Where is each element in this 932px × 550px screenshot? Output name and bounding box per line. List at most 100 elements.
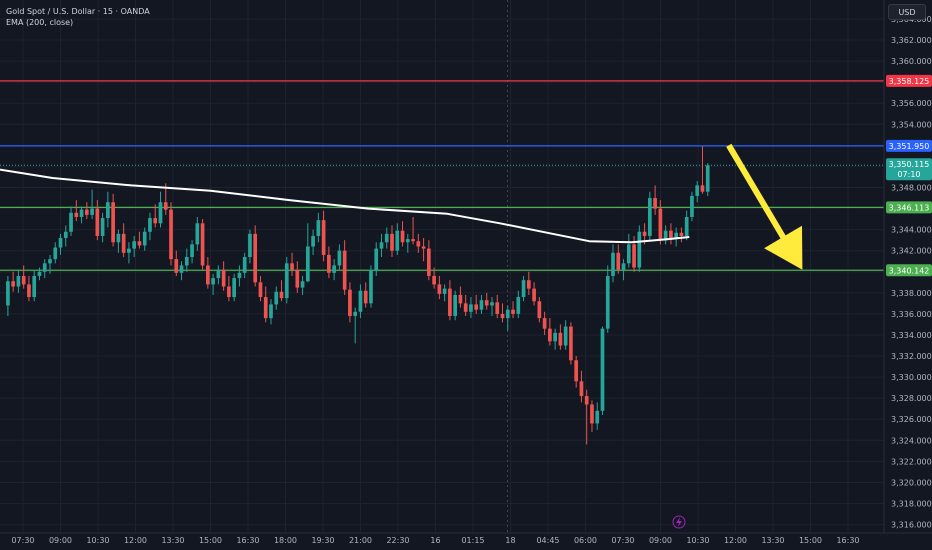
candle-body — [595, 410, 600, 424]
currency-button[interactable]: USD — [888, 4, 926, 20]
candle-body — [511, 309, 515, 314]
candle-body — [421, 246, 426, 249]
candle-body — [616, 252, 621, 270]
candle-body — [169, 209, 173, 260]
candle-body — [521, 280, 526, 298]
down-arrow-shape — [726, 143, 803, 270]
horizontal-levels[interactable] — [0, 80, 884, 271]
candle-body — [553, 332, 557, 342]
price-axis[interactable]: 3,364.0003,362.0003,360.0003,358.0003,35… — [883, 0, 932, 550]
candle-body — [311, 235, 315, 247]
price-tick: 3,348.000 — [891, 183, 932, 192]
candle-body — [305, 246, 310, 282]
candle-body — [537, 301, 542, 319]
candle-body — [300, 281, 305, 288]
candle-body — [505, 309, 510, 319]
candle-body — [127, 248, 131, 253]
candle-body — [53, 247, 58, 260]
candle-body — [216, 269, 221, 279]
candle-body — [211, 278, 215, 285]
candle-body — [63, 231, 68, 239]
last-price-box — [886, 158, 932, 181]
price-tick: 3,320.000 — [891, 478, 932, 487]
candle-body — [690, 195, 694, 217]
candle-body — [374, 248, 379, 271]
candle-body — [158, 202, 163, 224]
time-axis[interactable]: 07:30 09:00 10:30 12:00 13:30 15:00 16:30 18:00… — [0, 532, 932, 545]
arrow-annotation[interactable] — [726, 143, 803, 270]
candle-body — [327, 254, 331, 273]
candle-body — [190, 244, 194, 258]
candle-body — [132, 241, 137, 249]
candles — [0, 146, 710, 445]
candle-body — [542, 318, 547, 329]
candle-body — [395, 230, 400, 251]
candle-body — [469, 304, 473, 312]
candle-body — [74, 212, 79, 217]
time-tick: 18:00 — [274, 536, 297, 545]
time-tick: 07:30 — [611, 536, 634, 545]
candle-body — [258, 282, 263, 298]
candle-body — [563, 326, 568, 346]
candle-body — [269, 304, 273, 319]
time-tick: 10:30 — [686, 536, 709, 545]
candle-body — [242, 257, 247, 273]
candle-body — [353, 311, 358, 317]
candle-body — [237, 272, 242, 279]
price-tick: 3,330.000 — [891, 373, 932, 382]
candle-body — [427, 248, 431, 276]
candle-body — [84, 209, 89, 215]
time-tick: 15:00 — [799, 536, 822, 545]
candle-body — [332, 265, 336, 273]
candle-body — [6, 281, 10, 306]
price-tick: 3,342.000 — [891, 247, 932, 256]
candle-body — [432, 275, 436, 285]
indicator-label[interactable]: EMA (200, close) — [6, 18, 74, 27]
price-tick: 3,362.000 — [891, 36, 932, 45]
candle-body — [348, 289, 352, 317]
price-tick: 3,334.000 — [891, 331, 932, 340]
ema-line — [0, 168, 690, 244]
candle-body — [121, 233, 126, 253]
candle-body — [206, 265, 210, 285]
candle-body — [516, 297, 521, 314]
candle-body — [390, 233, 394, 251]
candle-body — [384, 233, 389, 243]
candle-body — [42, 263, 47, 272]
candle-body — [363, 290, 368, 304]
level-badge — [886, 74, 932, 87]
candle-body — [569, 326, 573, 361]
candle-body — [653, 198, 657, 209]
time-tick: 13:30 — [761, 536, 784, 545]
candle-body — [116, 233, 121, 243]
candle-body — [495, 302, 500, 314]
time-tick: 04:45 — [536, 536, 559, 545]
candle-body — [700, 185, 705, 192]
candle-body — [558, 332, 563, 346]
lightning-icon[interactable] — [672, 515, 686, 529]
candle-body — [253, 233, 258, 283]
candle-body — [463, 303, 468, 312]
candle-body — [632, 244, 636, 268]
candle-body — [295, 269, 300, 288]
time-tick: 15:00 — [199, 536, 222, 545]
candle-body — [490, 302, 494, 306]
candle-body — [106, 202, 110, 219]
time-tick: 13:30 — [161, 536, 184, 545]
candle-body — [37, 271, 42, 276]
candle-body — [163, 202, 168, 210]
time-tick: 19:30 — [311, 536, 334, 545]
price-tick: 3,322.000 — [891, 457, 932, 466]
candle-body — [358, 290, 363, 312]
candle-body — [379, 242, 384, 249]
candle-body — [611, 252, 615, 276]
level-badge — [886, 139, 932, 152]
candle-body — [274, 291, 279, 305]
candle-body — [658, 208, 663, 241]
candle-body — [148, 218, 152, 232]
time-tick: 01:15 — [461, 536, 484, 545]
candle-body — [279, 291, 284, 299]
candle-body — [179, 265, 184, 273]
countdown-label: 07:10 — [897, 170, 920, 179]
